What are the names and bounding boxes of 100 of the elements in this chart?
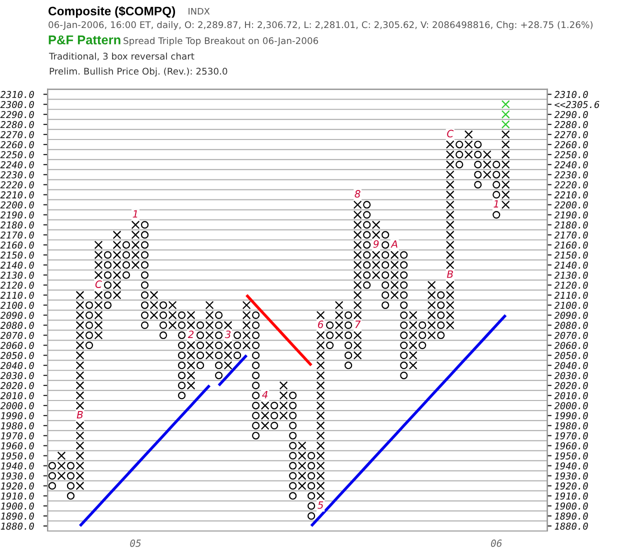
series-label: B	[446, 270, 453, 278]
series-label: A	[390, 240, 398, 248]
y2-tick-label: 2210.0	[554, 191, 588, 198]
series-label: 7	[355, 320, 361, 328]
y2-tick-label: 2000.0	[554, 402, 588, 410]
y-tick-label: 2030.0	[0, 372, 34, 380]
y2-tick-label: 1900.0	[554, 502, 588, 510]
y-tick-label: 2220.0	[0, 181, 34, 188]
y-tick-label: 2230.0	[0, 171, 34, 178]
y2-tick-label: 1940.0	[554, 462, 588, 470]
y2-tick-label: 2180.0	[554, 221, 588, 229]
y-tick-label: 1900.0	[0, 502, 34, 510]
y-tick-label: 1880.0	[0, 522, 34, 530]
y-tick-label: 2080.0	[0, 322, 34, 329]
y2-tick-label: 2290.0	[554, 111, 588, 118]
y-tick-label: 1930.0	[0, 472, 34, 480]
series-label: 3	[224, 330, 231, 338]
y2-tick-label: 2150.0	[554, 252, 588, 259]
y-tick-label: 2130.0	[0, 272, 34, 279]
y-tick-label: 2260.0	[0, 141, 34, 148]
text: INDX	[188, 8, 210, 14]
text: C	[447, 130, 454, 138]
y-tick-label: 2240.0	[0, 161, 34, 168]
y2-tick-label: 2060.0	[554, 342, 588, 350]
y2-tick-label: 1930.0	[554, 472, 588, 480]
series-label: 8	[354, 190, 360, 198]
y2-tick-label: 2090.0	[554, 312, 588, 319]
y2-tick-label: 1980.0	[554, 422, 588, 430]
y-tick-label: 1960.0	[0, 442, 34, 450]
y2-tick-label: 1990.0	[554, 412, 588, 420]
y2-tick-label: 2220.0	[554, 181, 588, 188]
y2-tick-label: 2160.0	[554, 242, 588, 249]
y-tick-label: 1920.0	[0, 482, 34, 490]
text: P&F Pattern	[48, 35, 120, 44]
y2-tick-label: 1970.0	[554, 432, 588, 440]
y-tick-label: 1990.0	[0, 412, 34, 420]
y2-tick-label: 2120.0	[554, 282, 588, 289]
y-tick-label: 2180.0	[0, 221, 34, 229]
y-tick-label: 2050.0	[0, 352, 34, 360]
y2-tick-label: <<2305.6	[554, 100, 600, 108]
text: 1	[132, 210, 138, 218]
y-tick-label: 2110.0	[0, 292, 34, 299]
y-tick-label: 2160.0	[0, 242, 34, 249]
y2-tick-label: 2260.0	[554, 141, 588, 148]
y2-tick-label: 2110.0	[554, 292, 588, 299]
series-label: 2	[188, 330, 194, 338]
y-tick-label: 2190.0	[0, 211, 34, 219]
y2-tick-label: 2040.0	[554, 362, 588, 370]
y2-tick-label: 1880.0	[554, 522, 588, 530]
chart-title: Composite ($COMPQ)	[48, 6, 176, 18]
y2-tick-label: 2310.0	[554, 90, 588, 98]
y2-tick-label: 2270.0	[554, 131, 588, 138]
y2-tick-label: 2250.0	[554, 151, 588, 158]
y2-tick-label: 2190.0	[554, 211, 588, 219]
y-tick-label: 2280.0	[0, 121, 34, 128]
text: B	[76, 411, 83, 418]
y-tick-label: 2210.0	[0, 191, 34, 198]
y2-tick-label: 2100.0	[554, 302, 588, 309]
y-tick-label: 2100.0	[0, 302, 34, 309]
y-tick-label: 2250.0	[0, 151, 34, 158]
y-tick-label: 1890.0	[0, 512, 34, 520]
series-label: 9	[373, 240, 379, 248]
y-tick-label: 2090.0	[0, 312, 34, 319]
y-tick-label: 2200.0	[0, 201, 34, 208]
y2-tick-label: 2130.0	[554, 272, 588, 279]
y-tick-label: 2000.0	[0, 402, 34, 410]
text: Traditional, 3 box reversal chart	[48, 52, 194, 61]
chart-subtitle: 06-Jan-2006, 16:00 ET, daily, O: 2,289.87, H: 2,306.72, L: 2,281.01, C: 2,305.62, V: 2086498816, Chg: +28.75 (1.26%)	[48, 21, 592, 30]
series-label: 4	[262, 390, 268, 398]
y-tick-label: 2290.0	[0, 111, 34, 118]
y2-tick-label: 1920.0	[554, 482, 588, 490]
series-label: 6	[318, 320, 324, 328]
y2-tick-label: 2200.0	[554, 201, 588, 208]
y2-tick-label: 2010.0	[554, 392, 588, 400]
y-tick-label: 2070.0	[0, 332, 34, 339]
y2-tick-label: 1890.0	[554, 512, 588, 520]
y-tick-label: 2140.0	[0, 262, 34, 269]
text: Prelim. Bullish Price Obj. (Rev.): 2530.0	[50, 68, 228, 76]
y2-tick-label: 2240.0	[554, 161, 588, 168]
y-tick-label: 2010.0	[0, 392, 34, 400]
y2-tick-label: 2230.0	[554, 171, 588, 178]
y2-tick-label: 2170.0	[554, 231, 588, 239]
y-tick-label: 2060.0	[0, 342, 34, 350]
series-label: 1	[494, 200, 498, 208]
text: Spread Triple Top Breakout on 06-Jan-2006	[124, 37, 318, 46]
y-tick-label: 2170.0	[0, 231, 34, 239]
y-tick-label: 1910.0	[0, 492, 34, 500]
series-label: C	[95, 280, 102, 288]
y2-tick-label: 2070.0	[554, 332, 588, 339]
y-tick-label: 2150.0	[0, 252, 34, 259]
series-label: 5	[318, 501, 324, 509]
y-tick-label: 1940.0	[0, 462, 34, 470]
y-tick-label: 2270.0	[0, 131, 34, 138]
y2-tick-label: 2140.0	[554, 262, 588, 269]
y-tick-label: 1950.0	[0, 452, 34, 460]
y-tick-label: 1980.0	[0, 422, 34, 430]
y2-tick-label: 1950.0	[554, 452, 588, 460]
y2-tick-label: 1960.0	[554, 442, 588, 450]
x-tick-label: 05	[130, 540, 141, 547]
y-tick-label: 2020.0	[0, 382, 34, 390]
